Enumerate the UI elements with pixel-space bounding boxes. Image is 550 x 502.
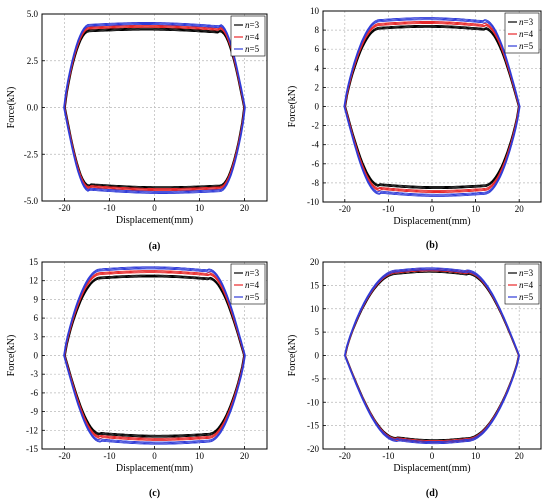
y-axis-label: Force(kN)	[6, 335, 17, 377]
series-line-n-5	[343, 17, 521, 197]
series-line-n-3	[64, 276, 245, 436]
y-tick-label: 8	[315, 25, 320, 35]
y-tick-label: -4	[312, 140, 320, 150]
series-line-n-5	[64, 268, 245, 443]
legend-entry: n=5	[519, 41, 534, 51]
y-tick-label: -9	[31, 407, 39, 417]
legend-entry: n=5	[519, 292, 534, 302]
y-tick-label: 15	[310, 280, 320, 290]
x-tick-label: 10	[195, 451, 205, 461]
series-line-n-5	[344, 19, 520, 195]
x-tick-label: 10	[195, 203, 205, 213]
legend-entry: n=5	[245, 292, 260, 302]
y-tick-label: -20	[307, 444, 319, 454]
chart-panel-b: -20 -10 0 10 20-10-8-6-4-20246810Displacemen…	[287, 6, 542, 251]
x-axis-label: Displacement(mm)	[393, 216, 470, 227]
legend-entry: n=3	[519, 268, 534, 278]
y-tick-label: 2	[315, 82, 320, 92]
legend-entry: n=4	[245, 280, 260, 290]
x-tick-label: 0	[430, 204, 435, 214]
chart-panel-c: -20 -10 0 10 20 -15 -12 -9 -6 -3 0 3 6 9 12 15 Displacem…	[6, 257, 268, 499]
panel-label: (d)	[426, 488, 438, 499]
y-tick-label: 15	[29, 257, 39, 267]
x-tick-label: -10	[382, 451, 394, 461]
panel-label: (b)	[426, 240, 438, 251]
legend-entry: n=4	[519, 29, 534, 39]
legend-entry: n=3	[245, 20, 260, 30]
x-tick-label: -10	[104, 451, 116, 461]
y-tick-label: -2.5	[24, 149, 39, 159]
series-line-n-3	[345, 26, 519, 188]
x-tick-label: 10	[471, 451, 481, 461]
y-tick-label: 6	[34, 313, 39, 323]
y-tick-label: -6	[312, 159, 320, 169]
x-axis-label: Displacement(mm)	[116, 215, 193, 226]
series-line-n-3	[64, 27, 245, 190]
y-tick-label: 0	[315, 351, 320, 361]
y-tick-label: -2	[312, 121, 320, 131]
x-tick-label: -20	[59, 451, 71, 461]
y-tick-label: 20	[310, 257, 320, 267]
legend-entry: n=3	[245, 268, 260, 278]
y-tick-label: -15	[307, 421, 319, 431]
y-tick-label: 12	[29, 276, 38, 286]
y-tick-label: 4	[315, 63, 320, 73]
y-tick-label: 5.0	[27, 9, 39, 19]
x-tick-label: -20	[339, 204, 351, 214]
y-tick-label: 6	[315, 44, 320, 54]
y-axis-label: Force(kN)	[6, 87, 17, 129]
panel-label: (c)	[149, 488, 160, 499]
y-tick-label: 0	[315, 102, 320, 112]
x-tick-label: 20	[240, 451, 250, 461]
x-tick-label: 10	[471, 204, 481, 214]
x-tick-label: 0	[152, 451, 157, 461]
y-tick-label: -10	[307, 197, 319, 207]
chart-panel-a: -20 -10 0 10 20 -5.0 -2.5 0.0 2.5 5.0 Displacement…	[6, 9, 268, 252]
y-tick-label: 3	[34, 332, 39, 342]
y-tick-label: 9	[34, 294, 39, 304]
panel-label: (a)	[149, 241, 161, 252]
x-tick-label: 20	[515, 451, 525, 461]
chart-panel-d: -20 -10 0 10 20 -20 -15 -10 -5 0 5 10 15 20 Displaceme…	[287, 257, 542, 499]
x-axis-label: Displacement(mm)	[116, 463, 193, 474]
y-tick-label: 10	[310, 304, 320, 314]
y-tick-label: -15	[26, 444, 38, 454]
series-line-n-5	[63, 266, 246, 445]
y-tick-label: -6	[31, 388, 39, 398]
y-tick-label: 2.5	[27, 56, 39, 66]
x-tick-label: -20	[59, 203, 71, 213]
x-tick-label: 20	[515, 204, 525, 214]
y-tick-label: 0	[34, 351, 39, 361]
x-axis-label: Displacement(mm)	[393, 463, 470, 474]
y-tick-label: 0.0	[27, 103, 39, 113]
y-axis-label: Force(kN)	[287, 86, 298, 128]
y-axis-label: Force(kN)	[287, 335, 298, 377]
y-tick-label: -12	[26, 425, 38, 435]
x-tick-label: 0	[152, 203, 157, 213]
legend-entry: n=3	[519, 17, 534, 27]
series-line-n-5	[344, 269, 520, 443]
y-tick-label: 10	[310, 6, 320, 16]
y-tick-label: -5.0	[24, 196, 39, 206]
y-tick-label: -8	[312, 178, 320, 188]
series-line-n-3	[64, 275, 245, 437]
series-line-n-3	[64, 29, 245, 188]
x-tick-label: 20	[240, 203, 250, 213]
x-tick-label: 0	[430, 451, 435, 461]
y-tick-label: -3	[31, 369, 39, 379]
y-tick-label: -5	[312, 374, 320, 384]
y-tick-label: 5	[315, 327, 320, 337]
x-tick-label: -10	[382, 204, 394, 214]
legend-entry: n=4	[519, 280, 534, 290]
x-tick-label: -20	[339, 451, 351, 461]
y-tick-label: -10	[307, 397, 319, 407]
legend-entry: n=4	[245, 32, 260, 42]
series-line-n-5	[63, 22, 246, 194]
x-tick-label: -10	[104, 203, 116, 213]
series-line-n-5	[64, 24, 245, 192]
legend-entry: n=5	[245, 44, 260, 54]
